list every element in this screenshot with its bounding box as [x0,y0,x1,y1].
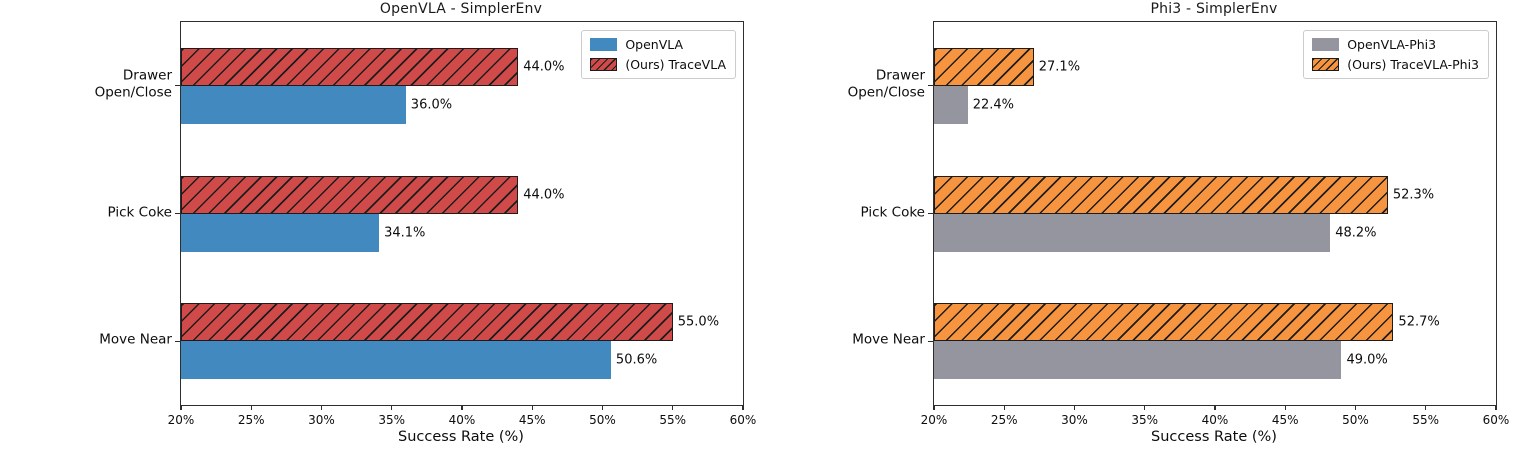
y-tick [927,212,933,215]
bar-value-label: 27.1% [1038,59,1081,75]
bar-baseline [181,85,406,124]
y-category-label: Move Near [99,331,172,348]
x-tick-label: 20% [167,413,195,427]
x-tick-label: 35% [1131,413,1159,427]
bar-value-label: 49.0% [1346,352,1388,368]
x-tick-label: 30% [1061,413,1088,427]
x-axis-label: Success Rate (%) [398,429,524,445]
legend-swatch [1312,38,1340,51]
y-tick [927,85,933,87]
legend-label: (Ours) TraceVLA-Phi3 [1347,57,1479,72]
chart-openvla-simplerenv: OpenVLA - SimplerEnv 36.0% 44.0% 34.1% 44.0… [94,1,757,445]
legend-swatch [590,38,618,51]
y-category-label: Drawer Open/Close [94,67,172,101]
x-tick [461,405,463,410]
bar-baseline [934,213,1331,252]
bar-value-label: 44.0% [523,187,565,202]
bar-value-label: 55.0% [677,314,720,330]
x-tick-label: 50% [1342,413,1369,427]
x-tick-label: 25% [237,413,265,427]
chart-phi3-simplerenv: Phi3 - SimplerEnv 22.4% 27.1% 48.2% 52.3% 49… [761,0,1522,457]
bar-value-label: 22.4% [972,97,1015,113]
x-tick [250,405,252,410]
chart-title: OpenVLA - SimplerEnv [379,1,543,17]
bar-baseline [181,341,611,380]
bar-ours [181,175,519,214]
x-tick-label: 55% [1412,413,1440,427]
x-tick [1495,405,1497,410]
bar-value-label: 52.7% [1398,314,1440,330]
bar-baseline [181,213,380,252]
x-tick [672,405,674,410]
legend: OpenVLA (Ours) TraceVLA [581,30,736,79]
x-tick-label: 60% [1482,413,1510,427]
x-tick-label: 55% [659,413,687,427]
x-tick-label: 45% [1271,413,1299,427]
x-tick-label: 20% [920,413,948,427]
x-tick-label: 30% [308,413,335,427]
x-tick [1073,405,1076,410]
bar-baseline [934,85,968,124]
bar-ours [181,47,519,86]
bar-value-label: 44.0% [523,59,565,75]
legend-swatch [1312,58,1340,71]
x-tick [1214,405,1216,410]
x-tick-label: 25% [990,413,1018,427]
x-tick [1354,405,1357,410]
bar-ours [934,47,1034,86]
y-category-label: Move Near [852,331,925,348]
x-tick [1425,405,1427,410]
y-category-label: Drawer Open/Close [847,67,925,101]
x-tick-label: 60% [729,413,757,427]
y-tick [174,212,180,215]
x-tick [742,405,744,410]
x-tick [1003,405,1005,410]
bar-value-label: 52.3% [1392,187,1435,202]
bar-value-label: 36.0% [410,97,453,113]
x-tick-label: 50% [589,413,616,427]
legend-swatch [590,58,618,71]
legend-item: OpenVLA [590,37,726,52]
x-tick-label: 35% [378,413,406,427]
x-tick [1284,405,1286,410]
legend-item: OpenVLA-Phi3 [1312,37,1479,52]
x-tick-label: 40% [448,413,476,427]
x-tick [1144,405,1146,410]
bar-ours [934,303,1394,342]
y-tick [927,340,933,342]
x-tick [531,405,533,410]
legend-label: (Ours) TraceVLA [625,57,726,72]
bar-value-label: 34.1% [384,225,426,240]
x-tick-label: 40% [1201,413,1229,427]
plot-area: 22.4% 27.1% 48.2% 52.3% 49.0% 52.7% 20% 25% 30% 3… [921,21,1509,427]
x-tick [391,405,393,410]
bar-value-label: 48.2% [1335,225,1377,240]
bar-baseline [934,341,1342,380]
plot-area: 36.0% 44.0% 34.1% 44.0% 50.6% 55.0% 20% 25% 30% 3… [168,21,756,427]
bar-ours [934,175,1388,214]
legend-item: (Ours) TraceVLA [590,57,726,72]
x-tick [180,405,182,410]
x-tick [933,405,935,410]
legend: OpenVLA-Phi3 (Ours) TraceVLA-Phi3 [1303,30,1489,79]
y-category-label: Pick Coke [107,203,172,220]
y-category-label: Pick Coke [860,203,925,220]
chart-title: Phi3 - SimplerEnv [1150,1,1278,17]
bar-ours [181,303,673,342]
x-axis-label: Success Rate (%) [1151,429,1277,445]
legend-label: OpenVLA [625,37,684,52]
legend-item: (Ours) TraceVLA-Phi3 [1312,57,1479,72]
x-tick [601,405,604,410]
legend-label: OpenVLA-Phi3 [1347,37,1437,52]
bar-value-label: 50.6% [615,352,658,368]
y-tick [174,340,180,342]
x-tick [320,405,323,410]
y-tick [174,85,180,87]
x-tick-label: 45% [518,413,546,427]
